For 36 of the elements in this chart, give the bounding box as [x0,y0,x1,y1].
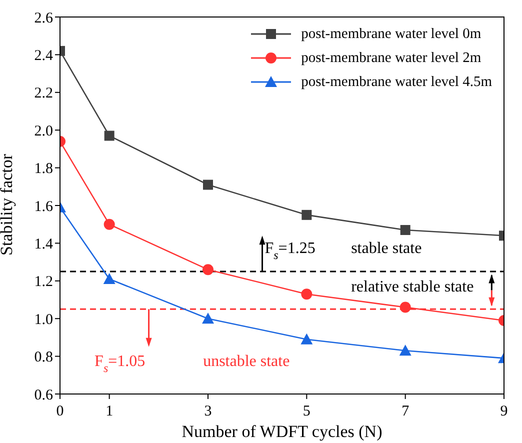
y-tick-label: 2.2 [34,86,53,102]
y-tick-label: 2.4 [34,48,54,64]
legend-label: post-membrane water level 2m [301,49,482,68]
y-tick-label: 1.2 [34,274,53,290]
point [301,288,312,300]
point [399,344,412,356]
y-tick-label: 0.8 [34,350,53,366]
point [400,225,410,236]
y-tick-label: 2.6 [34,10,54,26]
point [202,264,214,276]
x-tick-label: 3 [204,404,212,420]
x-tick-label: 7 [402,404,410,420]
x-tick-label: 0 [56,404,64,420]
x-tick-label: 9 [500,404,508,420]
point [302,210,312,220]
legend-label: post-membrane water level 4.5m [301,73,492,92]
y-tick-label: 2.0 [34,123,53,140]
x-tick-label: 1 [106,404,114,420]
point [202,312,214,324]
point [400,302,411,313]
y-tick-label: 1.4 [34,236,54,253]
ref-line-label: F$_{s}$=1.05 [94,352,146,375]
legend-label: post-membrane water level 0m [301,25,482,44]
point [203,180,213,190]
point [300,333,313,344]
x-tick-label: 5 [302,404,310,420]
y-tick-label: 1.8 [34,161,53,178]
x-axis-title: Number of WDFT cycles (N) [182,422,382,441]
legend-label: F$_{s}$=1.25 [264,240,316,262]
annotation: unstable state [203,352,290,370]
y-tick-label: 1.0 [34,312,53,328]
annotation: relative stable state [351,278,474,296]
y-tick-label: 1.6 [34,198,54,215]
y-tick-label: 0.6 [34,387,54,404]
y-axis-title: Stability factor [0,154,16,256]
annotation: stable state [351,240,422,257]
